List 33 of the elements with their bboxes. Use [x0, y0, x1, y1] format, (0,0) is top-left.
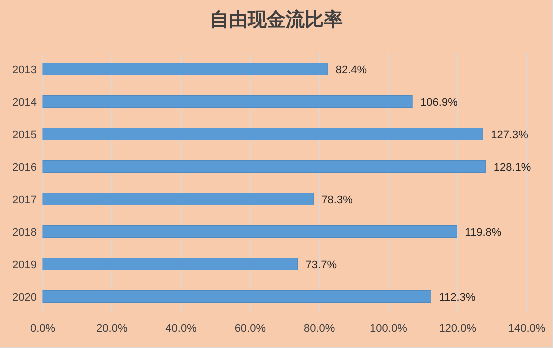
bar	[42, 128, 484, 140]
bar	[42, 96, 413, 108]
y-tick-label: 2016	[12, 162, 37, 174]
y-tick-label: 2017	[12, 194, 37, 206]
y-tick-label: 2018	[12, 226, 37, 239]
bar	[42, 226, 458, 238]
bar	[42, 193, 314, 206]
data-label: 112.3%	[439, 292, 476, 304]
bar	[42, 290, 432, 303]
y-tick-label: 2015	[12, 129, 37, 142]
data-label: 73.7%	[306, 259, 338, 272]
bar	[42, 258, 298, 270]
bar	[42, 63, 328, 76]
bar	[42, 160, 486, 173]
data-label: 119.8%	[465, 226, 502, 239]
data-label: 82.4%	[336, 64, 368, 76]
x-tick-label: 100.0%	[370, 323, 408, 335]
x-tick-label: 60.0%	[234, 323, 266, 335]
data-label: 78.3%	[322, 194, 354, 206]
x-tick-label: 0.0%	[30, 323, 56, 335]
x-tick-label: 120.0%	[439, 323, 477, 335]
x-tick-label: 80.0%	[304, 323, 336, 335]
data-label: 106.9%	[420, 96, 458, 109]
y-tick-label: 2013	[12, 64, 37, 76]
chart-title: 自由现金流比率	[210, 9, 343, 31]
x-tick-label: 40.0%	[166, 323, 198, 335]
y-tick-label: 2014	[12, 96, 37, 109]
data-label: 128.1%	[494, 162, 532, 174]
y-tick-label: 2019	[12, 259, 37, 272]
x-tick-label: 20.0%	[96, 323, 128, 335]
x-tick-label: 140.0%	[508, 323, 546, 335]
data-label: 127.3%	[491, 129, 529, 142]
y-tick-label: 2020	[12, 292, 37, 304]
